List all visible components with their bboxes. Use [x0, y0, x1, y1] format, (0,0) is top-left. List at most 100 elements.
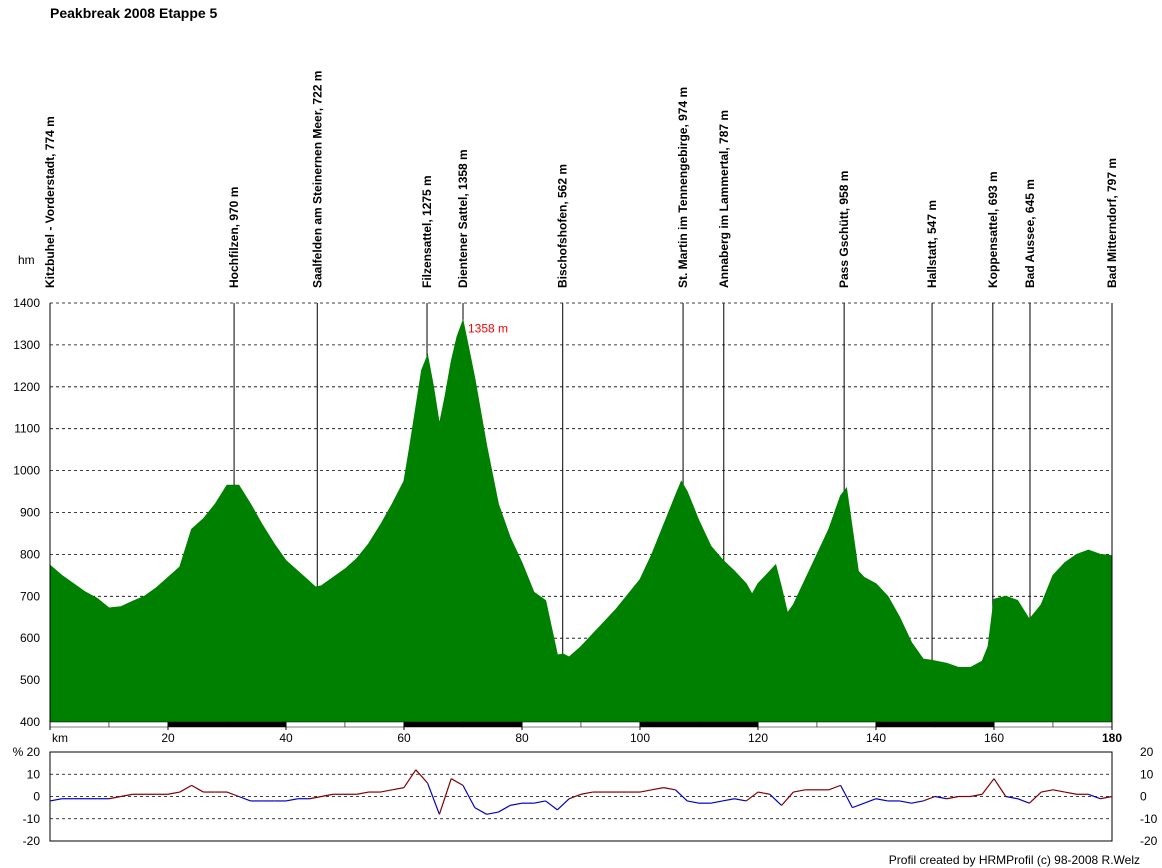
waypoint-label: Kitzbuhel - Vorderstadt, 774 m [43, 116, 57, 288]
scale-band [580, 721, 641, 728]
y-axis-label: hm [18, 253, 35, 267]
y-tick-label: -20 [23, 834, 41, 848]
scale-band [344, 721, 405, 728]
gradient-segment [722, 798, 735, 802]
gradient-segment [486, 811, 499, 815]
y-tick-label: 800 [20, 547, 40, 561]
gradient-segment [108, 795, 121, 800]
gradient-segment [1100, 795, 1113, 800]
scale-band [226, 721, 287, 728]
y-tick-label: 1000 [13, 464, 40, 478]
x-tick-label: 80 [515, 731, 529, 745]
y-tick-label: 600 [20, 631, 40, 645]
gradient-segment [993, 778, 1007, 797]
y-tick-label: 10 [27, 767, 41, 781]
gradient-segment [793, 789, 806, 793]
gradient-segment [226, 791, 240, 798]
chart-title: Peakbreak 2008 Etappe 5 [50, 5, 218, 21]
x-tick-label: 180 [1102, 731, 1122, 745]
waypoint-label: Annaberg im Lammertal, 787 m [717, 110, 731, 288]
y-tick-label: 1200 [13, 380, 40, 394]
scale-band [698, 721, 759, 728]
gradient-segment [970, 793, 983, 798]
gradient-segment [687, 800, 700, 804]
scale-band [934, 721, 995, 728]
gradient-segment [392, 787, 405, 791]
x-tick-label: 160 [984, 731, 1004, 745]
gradient-segment [1017, 798, 1030, 804]
waypoint-label: Filzensattel, 1275 m [420, 175, 434, 288]
x-tick-label: km [52, 731, 68, 745]
gradient-segment [922, 795, 936, 802]
y-tick-label: % 20 [13, 745, 41, 759]
gradient-segment [545, 800, 558, 811]
gradient-segment [934, 795, 947, 800]
y-tick-label: 1300 [13, 338, 40, 352]
scale-band [167, 721, 228, 728]
scale-band [521, 721, 582, 728]
gradient-segment [1041, 789, 1054, 793]
scale-band [639, 721, 700, 728]
gradient-segment [427, 782, 440, 815]
gradient-segment [757, 791, 770, 795]
gradient-segment [321, 793, 334, 798]
x-tick-label: 40 [279, 731, 293, 745]
scale-band [875, 721, 936, 728]
gradient-segment [663, 787, 676, 791]
footer: Profil created by HRMProfil (c) 98-2008 … [889, 853, 1140, 867]
gradient-segment [710, 800, 723, 804]
scale-band [49, 721, 110, 728]
gradient-segment [863, 798, 877, 804]
gradient-segment [462, 785, 476, 808]
gradient-segment [285, 798, 298, 802]
gradient-segment [167, 791, 180, 795]
waypoint-label: Bad Mitterndorf, 797 m [1105, 158, 1119, 288]
gradient-segment [498, 804, 511, 813]
gradient-segment [415, 769, 429, 784]
gradient-segment [191, 784, 204, 793]
gradient-segment [769, 793, 783, 806]
x-tick-label: 120 [748, 731, 768, 745]
waypoint-label: Bischofshofen, 562 m [556, 164, 570, 288]
gradient-segment [1052, 789, 1065, 793]
gradient-segment [49, 798, 62, 802]
y2-tick-label: -10 [1140, 812, 1158, 826]
scale-band [993, 721, 1054, 728]
y-tick-label: 1400 [13, 296, 40, 310]
gradient-segment [1064, 791, 1077, 795]
gradient-segment [674, 789, 688, 802]
gradient-segment [568, 793, 582, 800]
gradient-segment [745, 791, 759, 802]
y-tick-label: 0 [33, 790, 40, 804]
scale-band [462, 721, 523, 728]
gradient-segment [403, 769, 417, 788]
y-tick-label: 500 [20, 673, 40, 687]
gradient-segment [639, 789, 652, 793]
gradient-segment [309, 795, 322, 800]
gradient-segment [1005, 795, 1018, 800]
x-tick-label: 100 [630, 731, 650, 745]
gradient-segment [438, 778, 452, 815]
y-tick-label: 1100 [14, 422, 40, 436]
scale-band [108, 721, 169, 728]
gradient-segment [911, 800, 924, 804]
gradient-segment [781, 791, 794, 806]
gradient-segment [651, 787, 664, 791]
scale-band [403, 721, 464, 728]
y2-tick-label: -20 [1140, 834, 1158, 848]
x-tick-label: 60 [397, 731, 411, 745]
gradient-segment [1088, 793, 1101, 800]
waypoint-label: St. Martin im Tennengebirge, 974 m [676, 87, 690, 288]
gradient-segment [981, 778, 995, 795]
elevation-area [49, 318, 1113, 723]
y-tick-label: 900 [20, 506, 40, 520]
gradient-segment [840, 785, 853, 808]
gradient-segment [450, 778, 464, 786]
waypoint-label: Hochfilzen, 970 m [227, 187, 241, 288]
gradient-segment [533, 800, 546, 804]
y-tick-label: -10 [23, 812, 41, 826]
waypoint-label: Dientener Sattel, 1358 m [456, 149, 470, 288]
y2-tick-label: 10 [1140, 767, 1154, 781]
waypoint-label: Bad Aussee, 645 m [1023, 179, 1037, 288]
